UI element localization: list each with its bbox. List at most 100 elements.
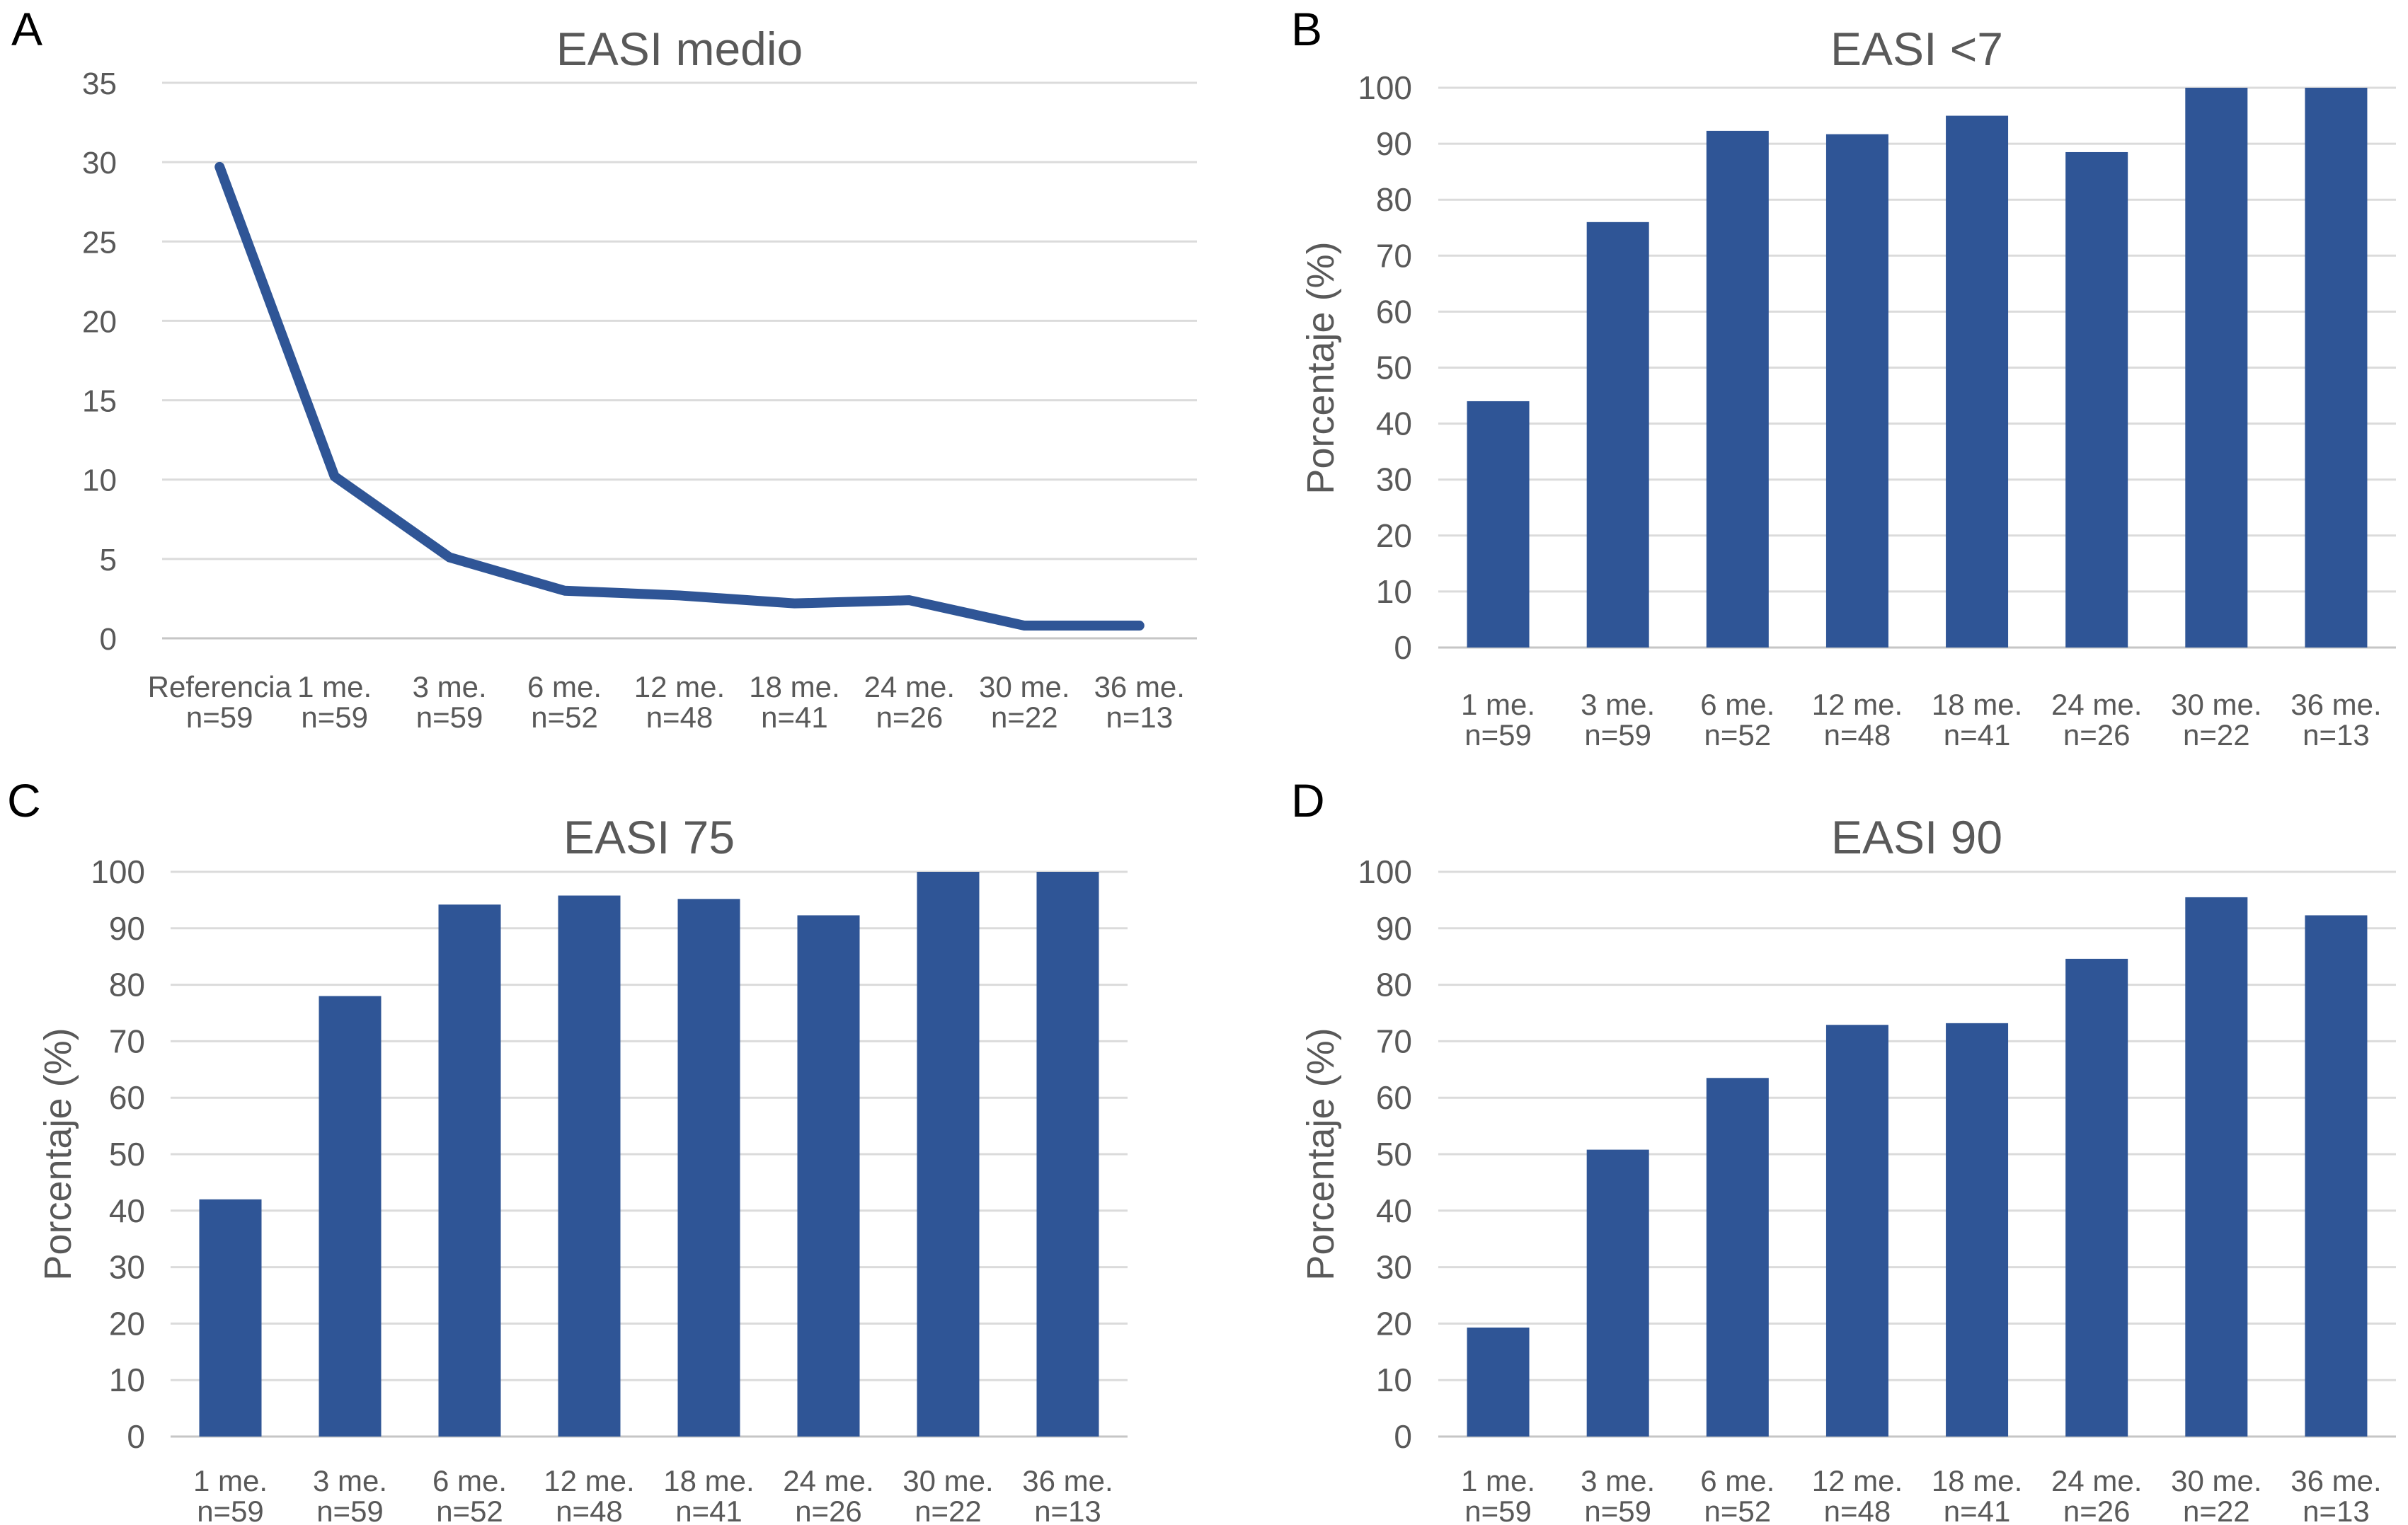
y-tick-label: 20 <box>1376 517 1412 554</box>
y-tick-label: 20 <box>109 1305 145 1342</box>
panel-easi-75: C EASI 75 0 10 20 30 40 50 60 70 80 90 100 Porcenta… <box>0 764 1274 1525</box>
bar <box>1706 1078 1769 1437</box>
panel-easi-lt7: B EASI <7 0 10 20 30 40 50 60 70 80 90 100 Porcenta… <box>1274 0 2408 764</box>
panel-letter-b: B <box>1291 3 1323 55</box>
x-tick-label-n: n=52 <box>1704 1495 1772 1525</box>
x-tick-label-time: 1 me. <box>193 1464 268 1497</box>
x-tick-label-time: 6 me. <box>1700 688 1775 721</box>
x-tick-label-n: n=59 <box>1464 1495 1532 1525</box>
x-tick-label-n: n=48 <box>556 1495 623 1525</box>
bar <box>1946 1023 2009 1437</box>
x-tick-label-time: 6 me. <box>527 670 602 703</box>
x-tick-label-time: 12 me. <box>544 1464 634 1497</box>
bar <box>1706 130 1769 648</box>
x-tick-label-time: 3 me. <box>413 670 487 703</box>
bar <box>1825 1025 1888 1437</box>
y-tick-label: 30 <box>1376 1249 1412 1286</box>
y-tick-label: 90 <box>1376 910 1412 947</box>
x-tick-label-time: 24 me. <box>2051 1464 2142 1497</box>
y-tick-label: 60 <box>1376 293 1412 330</box>
chart-title-easi-medio: EASI medio <box>556 23 803 75</box>
x-tick-label-n: n=52 <box>1704 718 1772 752</box>
y-tick-label: 10 <box>1376 573 1412 610</box>
chart-title-easi-90: EASI 90 <box>1830 811 2003 863</box>
x-tick-label-time: 6 me. <box>1700 1464 1775 1497</box>
x-tick-label-time: 18 me. <box>1932 688 2022 721</box>
x-tick-label-n: n=48 <box>1824 1495 1891 1525</box>
bar <box>1946 115 2009 648</box>
y-tick-label: 60 <box>109 1079 145 1116</box>
x-tick-label-time: 12 me. <box>634 670 725 703</box>
x-tick-label-n: n=52 <box>531 701 598 734</box>
x-tick-label-n: n=13 <box>2303 1495 2370 1525</box>
x-tick-label-time: 24 me. <box>2051 688 2142 721</box>
y-axis-title: Porcentaje (%) <box>37 1028 79 1280</box>
y-tick-label: 100 <box>91 853 145 890</box>
y-tick-label: 70 <box>1376 1023 1412 1059</box>
y-tick-label: 30 <box>1376 461 1412 498</box>
y-tick-label: 30 <box>109 1249 145 1286</box>
x-tick-label-n: n=59 <box>301 701 368 734</box>
bar <box>2305 915 2368 1437</box>
x-tick-label-n: n=13 <box>2303 718 2370 752</box>
x-tick-label-n: n=59 <box>1584 718 1651 752</box>
x-tick-label-time: 24 me. <box>783 1464 873 1497</box>
x-tick-label-n: n=26 <box>795 1495 862 1525</box>
panel-letter-d: D <box>1291 774 1325 827</box>
bar <box>2185 88 2248 648</box>
easi-lt7-bar-chart: 0 10 20 30 40 50 60 70 80 90 100 Porcentaje (%) 1 me… <box>1300 69 2396 752</box>
x-tick-label-n: n=22 <box>2183 718 2250 752</box>
x-tick-label-time: 18 me. <box>663 1464 754 1497</box>
y-tick-label: 15 <box>82 384 117 419</box>
x-tick-label-n: n=59 <box>186 701 253 734</box>
y-tick-label: 0 <box>127 1418 145 1455</box>
y-axis-title: Porcentaje (%) <box>1300 241 1342 494</box>
y-tick-label: 0 <box>1394 629 1412 666</box>
y-tick-label: 50 <box>1376 350 1412 386</box>
x-tick-label-time: 36 me. <box>1022 1464 1113 1497</box>
x-tick-label-n: n=26 <box>2063 718 2131 752</box>
x-tick-label-n: n=22 <box>915 1495 982 1525</box>
x-tick-label-time: 36 me. <box>2291 688 2381 721</box>
x-tick-label-n: n=13 <box>1034 1495 1101 1525</box>
x-tick-label-time: 36 me. <box>2291 1464 2381 1497</box>
x-tick-label-time: 1 me. <box>1461 688 1535 721</box>
x-tick-label-n: n=59 <box>197 1495 264 1525</box>
y-tick-label: 20 <box>1376 1305 1412 1342</box>
bar <box>1467 401 1530 648</box>
x-tick-label-n: n=41 <box>761 701 828 734</box>
bar <box>1825 134 1888 648</box>
x-tick-label-time: 30 me. <box>979 670 1070 703</box>
y-tick-label: 0 <box>100 622 117 657</box>
bar <box>2065 151 2128 648</box>
x-tick-label-time: 18 me. <box>749 670 839 703</box>
x-tick-label-n: n=41 <box>1944 718 2011 752</box>
bar <box>1467 1327 1530 1437</box>
easi-90-bar-chart: 0 10 20 30 40 50 60 70 80 90 100 Porcentaje (%) 1 me… <box>1300 853 2396 1525</box>
panel-easi-90: D EASI 90 0 10 20 30 40 50 60 70 80 90 100 Porcenta… <box>1274 764 2408 1525</box>
y-tick-label: 50 <box>1376 1136 1412 1173</box>
y-tick-label: 25 <box>82 225 117 260</box>
bar <box>319 996 382 1437</box>
x-tick-label-n: n=41 <box>675 1495 743 1525</box>
chart-title-easi-lt7: EASI <7 <box>1830 23 2003 75</box>
y-axis-title: Porcentaje (%) <box>1300 1028 1342 1280</box>
y-tick-label: 100 <box>1358 69 1412 106</box>
x-tick-label-time: 30 me. <box>2171 1464 2261 1497</box>
x-tick-label-time: 3 me. <box>1581 1464 1655 1497</box>
x-tick-label-n: n=13 <box>1106 701 1173 734</box>
x-tick-label-time: 3 me. <box>1581 688 1655 721</box>
bar <box>558 895 621 1437</box>
bar <box>797 915 860 1437</box>
x-tick-label-n: n=26 <box>2063 1495 2131 1525</box>
bar <box>199 1199 262 1437</box>
chart-title-easi-75: EASI 75 <box>563 811 735 863</box>
x-tick-label-time: 1 me. <box>1461 1464 1535 1497</box>
bar <box>2305 88 2368 648</box>
y-tick-label: 90 <box>109 910 145 947</box>
x-tick-label-time: 30 me. <box>902 1464 993 1497</box>
bar <box>2065 958 2128 1437</box>
x-tick-label-n: n=59 <box>1584 1495 1651 1525</box>
